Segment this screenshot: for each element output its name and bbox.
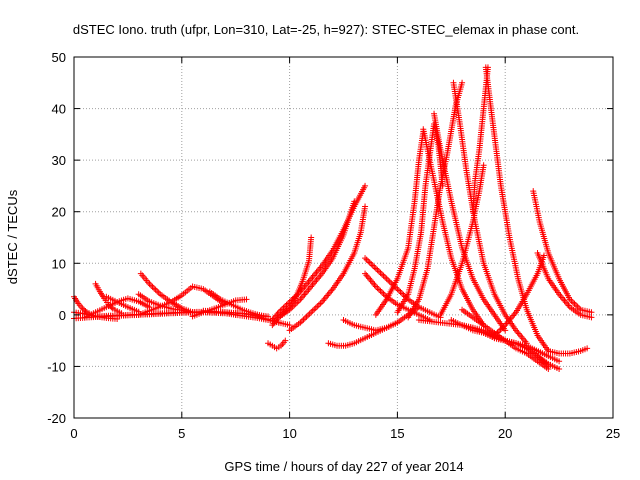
plus-marker bbox=[382, 274, 389, 281]
plus-marker bbox=[368, 261, 375, 268]
plus-marker bbox=[308, 309, 315, 316]
plus-marker bbox=[556, 366, 563, 373]
plus-marker bbox=[363, 256, 370, 263]
plot-border bbox=[73, 56, 614, 419]
plus-marker bbox=[469, 208, 476, 215]
plus-marker bbox=[571, 300, 578, 307]
y-tick-label: 30 bbox=[52, 153, 66, 168]
plus-marker bbox=[380, 272, 387, 279]
plus-marker bbox=[243, 296, 250, 303]
plus-marker bbox=[298, 318, 305, 325]
plus-marker bbox=[365, 258, 372, 265]
plus-marker bbox=[372, 265, 379, 272]
plus-marker bbox=[397, 289, 404, 296]
data-marks bbox=[71, 64, 595, 373]
plus-marker bbox=[362, 255, 369, 262]
plus-marker bbox=[151, 285, 158, 292]
plus-marker bbox=[375, 268, 382, 275]
plus-marker bbox=[377, 269, 384, 276]
y-tick-label: 20 bbox=[52, 205, 66, 220]
y-tick-label: 40 bbox=[52, 102, 66, 117]
y-axis-label: dSTEC / TECUs bbox=[5, 189, 20, 284]
plus-marker bbox=[377, 287, 384, 294]
plus-marker bbox=[385, 277, 392, 284]
grid-lines bbox=[74, 57, 613, 418]
plus-marker bbox=[588, 309, 595, 316]
plus-marker bbox=[314, 303, 321, 310]
plus-marker bbox=[588, 314, 595, 321]
plus-marker bbox=[311, 306, 318, 313]
plus-marker bbox=[556, 358, 563, 365]
y-tick-label: -10 bbox=[47, 359, 66, 374]
y-tick-label: 50 bbox=[52, 50, 66, 65]
plus-marker bbox=[584, 345, 591, 352]
plus-marker bbox=[379, 271, 385, 278]
axis-ticks: 0 5 10 15 20 25 -20 -10 0 10 20 30 40 50 bbox=[47, 50, 620, 441]
plus-marker bbox=[459, 79, 466, 86]
plus-marker bbox=[395, 287, 402, 294]
x-tick-label: 5 bbox=[178, 426, 185, 441]
y-tick-label: -20 bbox=[47, 411, 66, 426]
plus-marker bbox=[149, 283, 156, 290]
plus-marker bbox=[315, 301, 322, 308]
plus-marker bbox=[366, 259, 373, 266]
plus-marker bbox=[383, 275, 390, 282]
plus-marker bbox=[545, 366, 552, 373]
plus-marker bbox=[308, 234, 315, 241]
plus-marker bbox=[386, 278, 393, 285]
plus-marker bbox=[502, 327, 509, 334]
plus-marker bbox=[148, 282, 154, 289]
chart-title: dSTEC Iono. truth (ufpr, Lon=310, Lat=-2… bbox=[73, 22, 579, 37]
plus-marker bbox=[317, 300, 324, 307]
x-tick-label: 15 bbox=[390, 426, 404, 441]
x-axis-label: GPS time / hours of day 227 of year 2014 bbox=[224, 459, 463, 474]
plus-marker bbox=[309, 307, 316, 314]
series-marks bbox=[71, 64, 595, 373]
plus-marker bbox=[541, 252, 548, 259]
plus-marker bbox=[569, 299, 576, 306]
plus-marker bbox=[282, 337, 289, 344]
plus-marker bbox=[300, 316, 307, 323]
plus-marker bbox=[154, 288, 161, 295]
x-tick-label: 20 bbox=[498, 426, 512, 441]
y-tick-label: 0 bbox=[59, 308, 66, 323]
plus-marker bbox=[302, 315, 308, 322]
x-tick-label: 10 bbox=[282, 426, 296, 441]
plus-marker bbox=[305, 312, 312, 319]
plus-marker bbox=[394, 286, 401, 293]
x-tick-label: 25 bbox=[606, 426, 620, 441]
y-tick-label: 10 bbox=[52, 256, 66, 271]
plus-marker bbox=[155, 289, 162, 296]
plus-marker bbox=[362, 182, 369, 189]
plus-marker bbox=[351, 198, 358, 205]
plus-marker bbox=[374, 284, 381, 291]
plus-marker bbox=[375, 286, 382, 293]
plus-marker bbox=[480, 162, 487, 169]
plus-marker bbox=[379, 289, 385, 296]
plus-marker bbox=[371, 263, 378, 270]
plus-marker bbox=[152, 286, 159, 293]
plus-marker bbox=[374, 266, 381, 273]
plus-marker bbox=[362, 203, 369, 210]
plus-marker bbox=[306, 310, 313, 317]
plus-marker bbox=[286, 322, 293, 329]
x-tick-label: 0 bbox=[70, 426, 77, 441]
plus-marker bbox=[312, 304, 319, 311]
